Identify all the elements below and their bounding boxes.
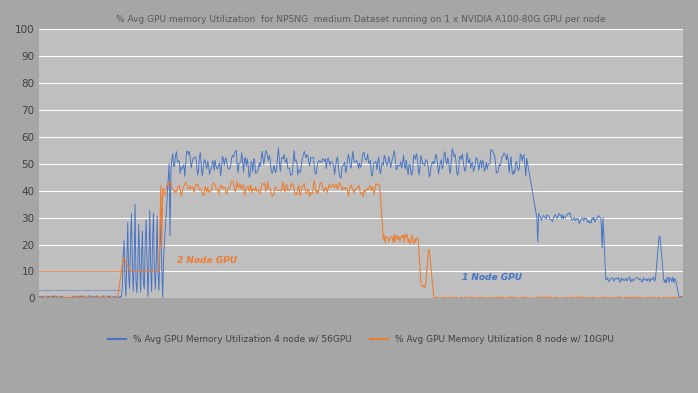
% Avg GPU Memory Utilization 4 node w/ 56GPU (36, 294, 44, 299)
% Avg GPU Memory Utilization 8 node w/ 10GPU (537, 295, 546, 300)
% Avg GPU Memory Utilization 4 node w/ 56GPU (216, 173, 225, 178)
% Avg GPU Memory Utilization 8 node w/ 10GPU (459, 296, 468, 301)
% Avg GPU Memory Utilization 4 node w/ 56GPU (675, 296, 683, 301)
% Avg GPU Memory Utilization 4 node w/ 56GPU (274, 146, 283, 151)
Text: 1 Node GPU: 1 Node GPU (462, 273, 522, 281)
% Avg GPU Memory Utilization 8 node w/ 10GPU (114, 296, 122, 301)
% Avg GPU Memory Utilization 8 node w/ 10GPU (217, 185, 225, 190)
% Avg GPU Memory Utilization 8 node w/ 10GPU (616, 295, 625, 299)
% Avg GPU Memory Utilization 4 node w/ 56GPU (239, 159, 247, 164)
Line: % Avg GPU Memory Utilization 4 node w/ 56GPU: % Avg GPU Memory Utilization 4 node w/ 5… (40, 148, 682, 298)
Legend: % Avg GPU Memory Utilization 4 node w/ 56GPU, % Avg GPU Memory Utilization 8 nod: % Avg GPU Memory Utilization 4 node w/ 5… (105, 332, 618, 348)
% Avg GPU Memory Utilization 4 node w/ 56GPU (616, 280, 624, 285)
% Avg GPU Memory Utilization 4 node w/ 56GPU (678, 295, 686, 299)
% Avg GPU Memory Utilization 8 node w/ 10GPU (36, 296, 44, 300)
% Avg GPU Memory Utilization 8 node w/ 10GPU (239, 184, 248, 189)
Text: 2 Node GPU: 2 Node GPU (177, 256, 237, 265)
% Avg GPU Memory Utilization 8 node w/ 10GPU (310, 178, 318, 183)
% Avg GPU Memory Utilization 4 node w/ 56GPU (536, 215, 544, 219)
Line: % Avg GPU Memory Utilization 8 node w/ 10GPU: % Avg GPU Memory Utilization 8 node w/ 1… (40, 181, 682, 298)
% Avg GPU Memory Utilization 8 node w/ 10GPU (193, 182, 202, 186)
Title: % Avg GPU memory Utilization  for NPSNG  medium Dataset running on 1 x NVIDIA A1: % Avg GPU memory Utilization for NPSNG m… (117, 15, 606, 24)
% Avg GPU Memory Utilization 8 node w/ 10GPU (678, 295, 686, 299)
% Avg GPU Memory Utilization 4 node w/ 56GPU (458, 151, 466, 156)
% Avg GPU Memory Utilization 4 node w/ 56GPU (193, 162, 201, 167)
